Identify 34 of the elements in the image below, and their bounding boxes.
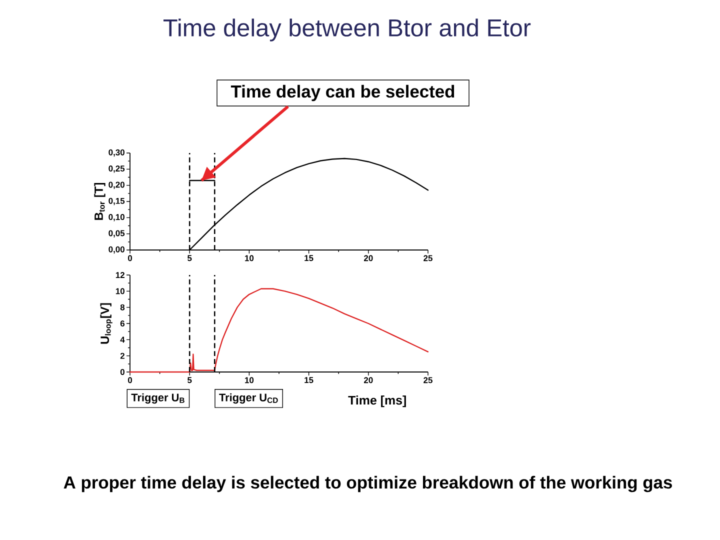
y-tick-label: 0,05	[108, 230, 125, 238]
x-tick-label: 25	[424, 377, 432, 384]
x-tick-label: 25	[424, 255, 432, 262]
ref-line-label: Trigger U$_{CD}$	[219, 393, 278, 404]
x-tick-label: 10	[245, 255, 254, 262]
text: A proper time delay is selected to optimize breakdown of the working gas	[64, 476, 672, 492]
x-tick-label: 5	[188, 255, 192, 262]
y-tick-label: 12	[116, 272, 124, 278]
x-tick-label: 20	[364, 377, 373, 384]
chart-title: Time delay between Btor and Etor	[163, 18, 531, 42]
x-tick-label: 10	[245, 377, 254, 384]
y-tick-label: 0,15	[108, 198, 125, 206]
y-tick-label: 0	[120, 369, 124, 375]
y-tick-label: 10	[116, 288, 124, 294]
y-tick-label: 2	[120, 352, 124, 359]
x-axis-title: Time [ms]	[348, 396, 406, 408]
x-tick-label: 15	[304, 255, 314, 262]
y-tick-label: 0,20	[108, 182, 124, 189]
ref-line-label: Trigger U$_{B}$	[131, 393, 184, 404]
x-tick-label: 15	[304, 377, 314, 384]
y-tick-label: 0,10	[108, 214, 124, 222]
annotation: Time delay can be selected	[230, 84, 454, 102]
x-tick-label: 5	[188, 377, 192, 384]
y-tick-label: 0,00	[108, 246, 124, 254]
y-axis-title: B$_{tor}$ [T]	[94, 182, 106, 220]
x-tick-label: 20	[364, 255, 373, 262]
y-tick-label: 4	[120, 336, 125, 343]
y-tick-label: 0,30	[108, 149, 124, 157]
y-tick-label: 0,25	[108, 166, 125, 173]
y-axis-title: U$_{loop}$[V]	[100, 303, 112, 344]
y-tick-label: 6	[120, 320, 125, 326]
x-tick-label: 0	[128, 255, 132, 262]
x-tick-label: 0	[128, 377, 132, 384]
y-tick-label: 8	[120, 304, 125, 310]
